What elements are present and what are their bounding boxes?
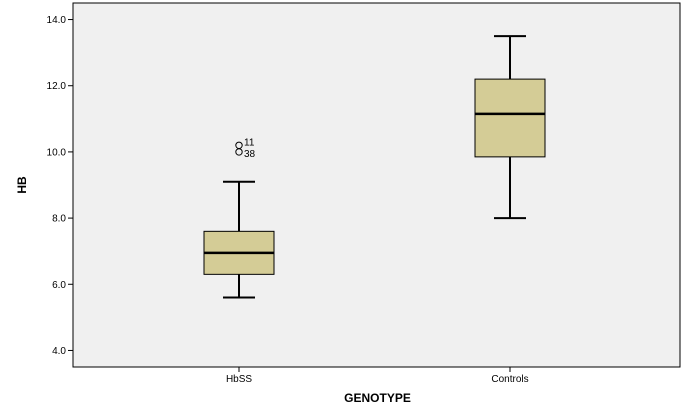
- y-tick-label: 8.0: [52, 214, 66, 225]
- outlier-label: 38: [244, 149, 256, 160]
- y-tick-label: 6.0: [52, 280, 66, 291]
- x-axis-title: GENOTYPE: [344, 391, 411, 405]
- y-axis-title: HB: [15, 176, 29, 194]
- outlier-point: [235, 148, 243, 156]
- x-tick-label: HbSS: [226, 374, 252, 385]
- x-axis: HbSS Controls: [226, 367, 529, 385]
- outlier-label: 11: [244, 137, 255, 148]
- x-tick-label: Controls: [491, 374, 528, 385]
- box: [474, 78, 546, 158]
- y-tick-label: 14.0: [47, 15, 67, 26]
- y-tick-label: 4.0: [52, 346, 66, 357]
- y-axis: 4.0 6.0 8.0 10.0 12.0 14.0: [47, 15, 73, 357]
- box-group: [474, 35, 546, 220]
- y-tick-label: 10.0: [47, 147, 67, 158]
- y-tick-label: 12.0: [47, 81, 67, 92]
- plot-area: [72, 2, 681, 368]
